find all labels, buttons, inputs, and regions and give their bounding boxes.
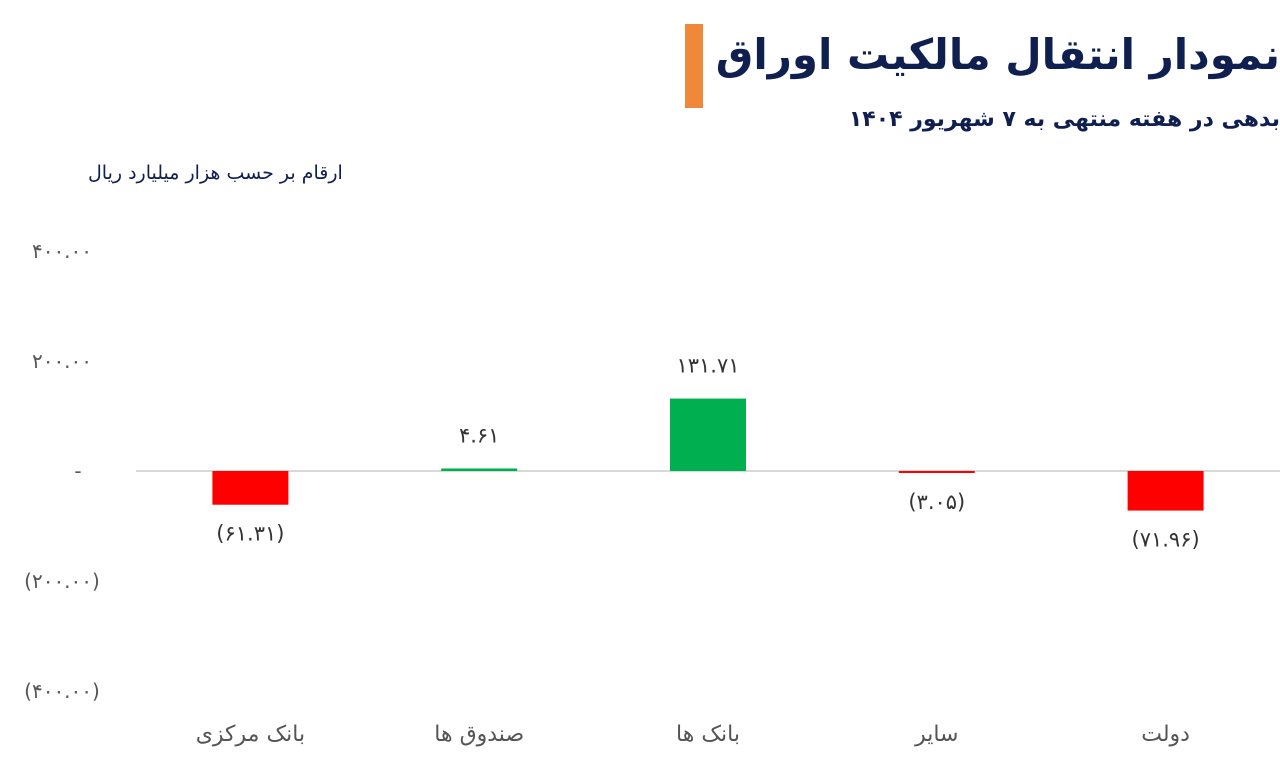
data-label: ۴.۶۱: [459, 423, 500, 447]
title-accent-bar: [685, 24, 703, 108]
data-label: (۶۱.۳۱): [216, 522, 284, 546]
bar: [898, 471, 975, 473]
bar: [670, 398, 746, 471]
y-tick-label: (۲۰۰.۰۰): [24, 569, 100, 593]
category-label: سایر: [914, 722, 958, 747]
category-label: بانک ها: [676, 722, 740, 747]
units-label: ارقام بر حسب هزار میلیارد ریال: [88, 162, 343, 184]
chart-title: نمودار انتقال مالکیت اوراق: [715, 30, 1280, 79]
data-label: ۱۳۱.۷۱: [676, 354, 739, 378]
category-label: بانک مرکزی: [196, 722, 305, 747]
data-label: (۷۱.۹۶): [1132, 528, 1200, 552]
chart-subtitle: بدهی در هفته منتهی به ۷ شهریور ۱۴۰۴: [848, 107, 1280, 132]
category-label: صندوق ها: [434, 722, 524, 747]
y-tick-label: -: [74, 459, 81, 483]
category-label: دولت: [1141, 722, 1190, 747]
y-tick-label: ۴۰۰.۰۰: [32, 239, 92, 263]
data-label: (۳.۰۵): [908, 490, 965, 514]
bar: [441, 468, 518, 471]
y-tick-label: (۴۰۰.۰۰): [24, 679, 100, 703]
bar: [212, 471, 289, 505]
bar: [1127, 471, 1204, 511]
y-tick-label: ۲۰۰.۰۰: [32, 349, 92, 373]
